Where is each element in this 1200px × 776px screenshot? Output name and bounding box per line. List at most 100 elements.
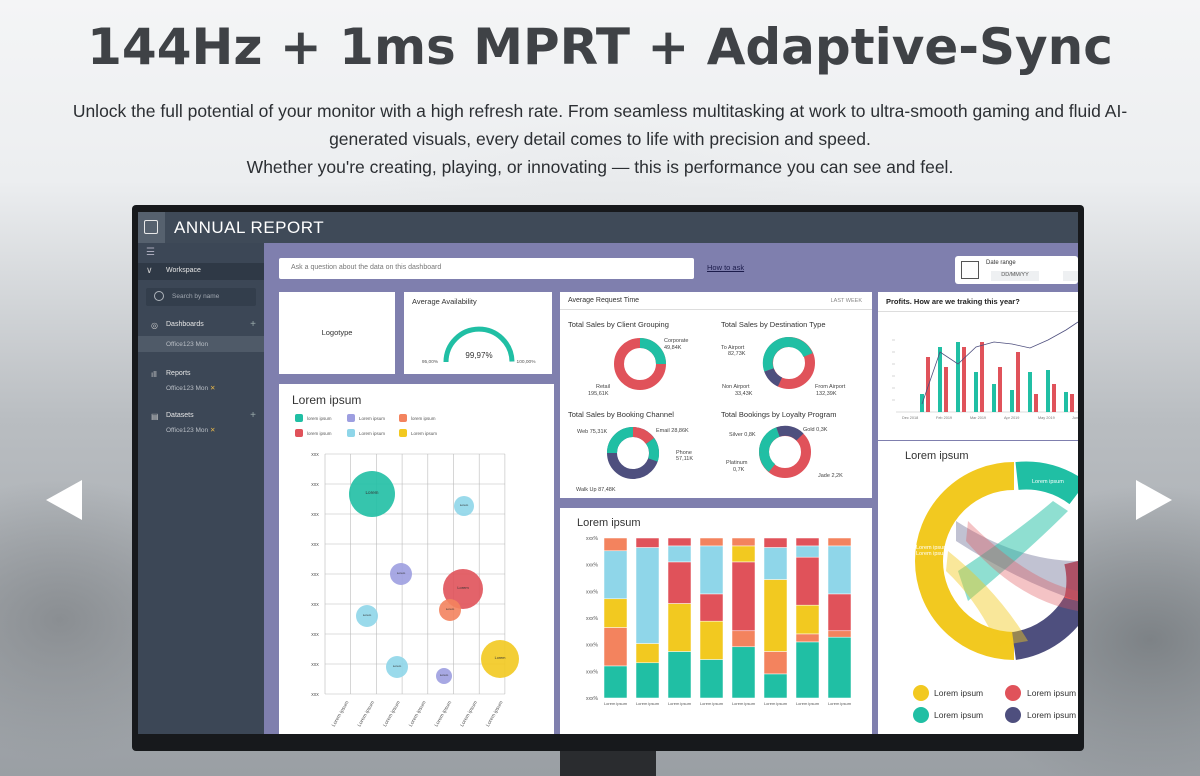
profit-bar (938, 347, 942, 412)
svg-text:Lorem: Lorem (460, 503, 469, 507)
date-range-picker[interactable]: Date range DD/MM/YY (955, 256, 1078, 284)
stacked-chart-title: Lorem ipsum (577, 517, 641, 529)
y-tick-label: xxx% (586, 589, 599, 595)
profits-bar-chart: Dec 2018 Feb 2019 Mar 2019 Apr 2019 May 2019… (892, 321, 1078, 420)
legend-navy: Lorem ipsum (1027, 710, 1076, 720)
x-tick-label: Lorem ipsum (382, 700, 402, 728)
how-to-ask-link[interactable]: How to ask (707, 263, 745, 272)
bubble: Lorem (386, 656, 408, 678)
chord-chart: Lorem ipsum Lorem ipsum Lorem ipsum Lore… (913, 461, 1078, 723)
hero-line-3: Whether you're creating, playing, or inn… (246, 157, 954, 177)
profit-bar (974, 372, 978, 412)
star-icon: ✕ (209, 385, 216, 392)
profit-bar (956, 342, 960, 412)
search-icon (154, 291, 164, 301)
workspace-toggle[interactable]: ∨ Workspace (138, 263, 264, 280)
dashboard-icon: ◎ (151, 321, 158, 330)
loyalty-program-title: Total Bookings by Loyalty Program (721, 410, 836, 419)
dashboard-topbar: ANNUAL REPORT (138, 212, 1078, 243)
profit-bar (992, 384, 996, 412)
bubble: Lorem (390, 563, 412, 585)
y-tick-label: xxx% (586, 669, 599, 675)
profit-bar (1064, 392, 1068, 412)
x-tick-label: Lorem ipsum (459, 700, 479, 728)
legend-swatch (399, 429, 407, 437)
calendar-icon (961, 261, 979, 279)
stacked-bar (795, 537, 820, 699)
datasets-item[interactable]: Office123 Mon ✕ (166, 426, 215, 434)
ask-question-input[interactable]: Ask a question about the data on this da… (279, 258, 694, 279)
date-range-end[interactable] (1063, 271, 1078, 281)
bubble: Lorem (436, 668, 452, 684)
workspace-label: Workspace (166, 267, 201, 274)
y-tick-label: xxx (311, 692, 319, 698)
y-tick-label: xxx (311, 662, 319, 668)
profit-bar (1010, 390, 1014, 412)
donut-destination-type (762, 336, 815, 389)
divider (560, 309, 872, 310)
bubble: Lorem (439, 599, 461, 621)
carousel-prev-button[interactable] (44, 478, 84, 522)
donut-booking-channel (607, 427, 660, 479)
profit-x-label: Dec 2018 (902, 416, 918, 420)
date-range-label: Date range (986, 260, 1016, 266)
loyalty-c-label: Platinum (726, 460, 748, 466)
profit-bar (980, 342, 984, 412)
legend-swatch (399, 414, 407, 422)
sidebar-search-input[interactable]: Search by name (146, 288, 256, 306)
x-tick-label: Lorem ipsum (796, 701, 820, 706)
svg-text:Lorem: Lorem (440, 673, 449, 677)
y-tick-label: xxx% (586, 643, 599, 649)
document-icon: ▤ (151, 412, 159, 421)
x-tick-label: Lorem ipsum (485, 700, 505, 728)
hero-title: 144Hz + 1ms MPRT + Adaptive-Sync (87, 18, 1113, 76)
x-tick-label: Lorem ipsum (434, 700, 454, 728)
stacked-bar (603, 537, 628, 699)
legend-yellow: Lorem ipsum (934, 688, 983, 698)
client-a-value: 49,84K (664, 345, 682, 351)
chord-chart-title: Lorem ipsum (905, 450, 969, 462)
dashboards-label: Dashboards (166, 321, 204, 328)
square-icon (144, 220, 158, 234)
legend-swatch (295, 429, 303, 437)
period-label[interactable]: LAST WEEK (830, 298, 862, 304)
x-tick-label: Lorem ipsum (668, 701, 692, 706)
carousel-next-button[interactable] (1134, 478, 1174, 522)
hamburger-icon[interactable]: ☰ (146, 247, 155, 258)
destination-type-title: Total Sales by Destination Type (721, 320, 826, 329)
add-dataset-icon[interactable]: + (250, 410, 256, 421)
bar-chart-icon: ıll (151, 370, 157, 379)
client-a-label: Corporate (664, 338, 688, 344)
profit-trend-line (921, 321, 1078, 405)
sidebar-active-highlight (138, 336, 264, 352)
booking-d-label: Walk Up 87,48K (576, 487, 616, 493)
y-tick-label: xxx% (586, 563, 599, 569)
legend-label: Lorem ipsum (411, 431, 437, 436)
dest-c-label: From Airport (815, 384, 846, 390)
reports-item[interactable]: Office123 Mon ✕ (166, 384, 215, 392)
hero-description: Unlock the full potential of your monito… (40, 97, 1160, 181)
y-tick-label: xxx (311, 572, 319, 578)
stacked-bar (635, 537, 660, 699)
legend-label: Lorem ipsum (359, 416, 385, 421)
svg-text:Lorem: Lorem (363, 613, 372, 617)
add-dashboard-icon[interactable]: + (250, 319, 256, 330)
profit-x-label: Jun (1072, 416, 1078, 420)
profit-x-label: May 2019 (1038, 416, 1055, 420)
date-range-value[interactable]: DD/MM/YY (991, 271, 1039, 281)
availability-card: Average Availability 99,97% 95,00% 100,0… (404, 292, 552, 374)
dashboards-item[interactable]: Office123 Mon (166, 341, 209, 348)
legend-swatch (347, 429, 355, 437)
y-tick-label: xxx (311, 632, 319, 638)
stacked-bar-chart: xxx% xxx% xxx% xxx% xxx% xxx% xxx% Lorem ipsum L… (586, 536, 852, 706)
bubble: Lorem (454, 496, 474, 516)
legend-label: lorem ipsum (307, 431, 332, 436)
profit-x-label: Apr 2019 (1004, 416, 1019, 420)
svg-text:Lorem: Lorem (365, 490, 378, 495)
bubble-chart-title: Lorem ipsum (292, 393, 362, 407)
reports-item-label: Office123 Mon (166, 385, 209, 392)
app-menu-button[interactable] (138, 212, 165, 243)
availability-value: 99,97% (465, 351, 492, 360)
profit-bar (926, 357, 930, 412)
divider (878, 311, 1078, 312)
